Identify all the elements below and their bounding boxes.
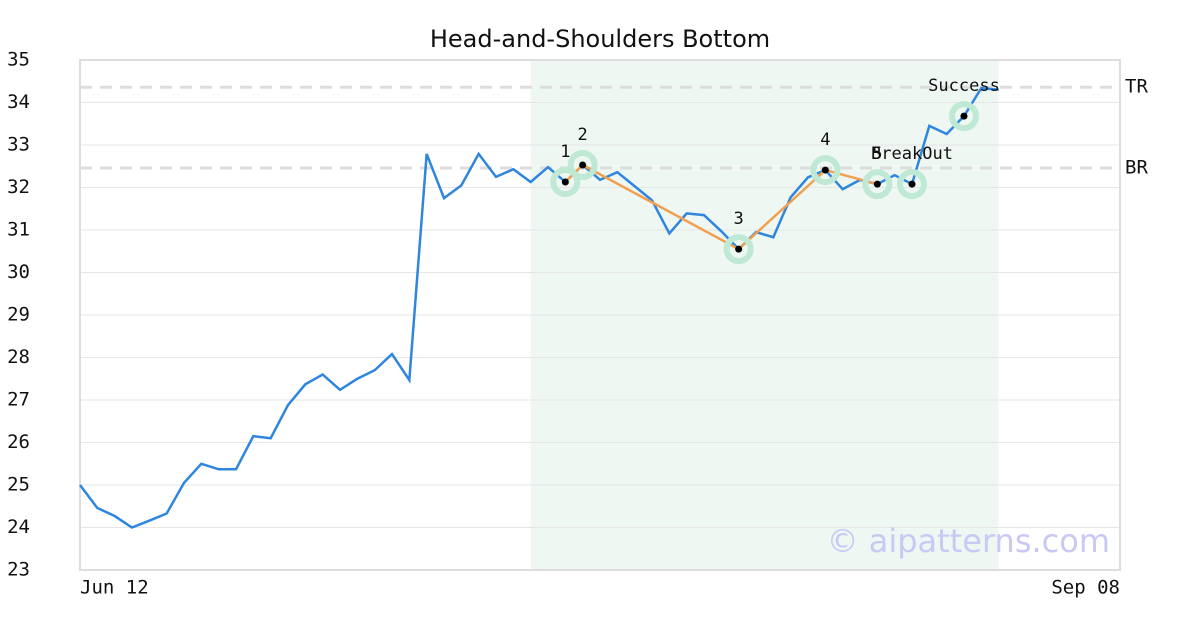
point-halo (550, 166, 581, 197)
y-tick-label: 28 (7, 346, 30, 368)
price-line (79, 86, 999, 529)
level-label: TR (1125, 76, 1148, 98)
point-halo (810, 155, 841, 186)
point-label: 2 (578, 125, 588, 145)
point-marker (561, 178, 569, 186)
y-tick-label: 24 (7, 516, 30, 538)
chart-title: Head-and-Shoulders Bottom (430, 25, 770, 53)
point-halo (862, 169, 893, 200)
y-tick-label: 33 (7, 134, 30, 156)
watermark: © aipatterns.com (827, 522, 1110, 560)
point-label: 1 (560, 142, 570, 162)
y-tick-label: 32 (7, 176, 30, 198)
x-tick-label: Sep 08 (1051, 577, 1120, 599)
y-tick-label: 35 (7, 49, 30, 71)
point-label: 3 (734, 209, 744, 229)
y-tick-label: 23 (7, 559, 30, 581)
x-tick-label: Jun 12 (80, 577, 149, 599)
y-tick-label: 34 (7, 91, 30, 113)
y-tick-label: 26 (7, 431, 30, 453)
point-halo (723, 234, 754, 265)
point-marker (735, 245, 743, 253)
y-tick-label: 30 (7, 261, 30, 283)
point-marker (908, 180, 916, 188)
point-label: BreakOut (871, 144, 953, 164)
plot-frame (79, 59, 1121, 571)
point-halo (897, 169, 927, 200)
point-label: 5 (872, 144, 882, 164)
point-label: 4 (820, 130, 830, 150)
point-label: Success (928, 76, 1000, 96)
point-halo (949, 101, 979, 132)
y-tick-label: 29 (7, 304, 30, 326)
level-label: BR (1125, 156, 1148, 178)
point-marker (873, 180, 881, 188)
y-tick-label: 25 (7, 474, 30, 496)
y-tick-label: 31 (7, 219, 30, 241)
point-marker (579, 161, 587, 169)
point-marker (821, 166, 829, 174)
point-halo (567, 149, 598, 180)
y-tick-label: 27 (7, 389, 30, 411)
point-marker (960, 112, 968, 120)
